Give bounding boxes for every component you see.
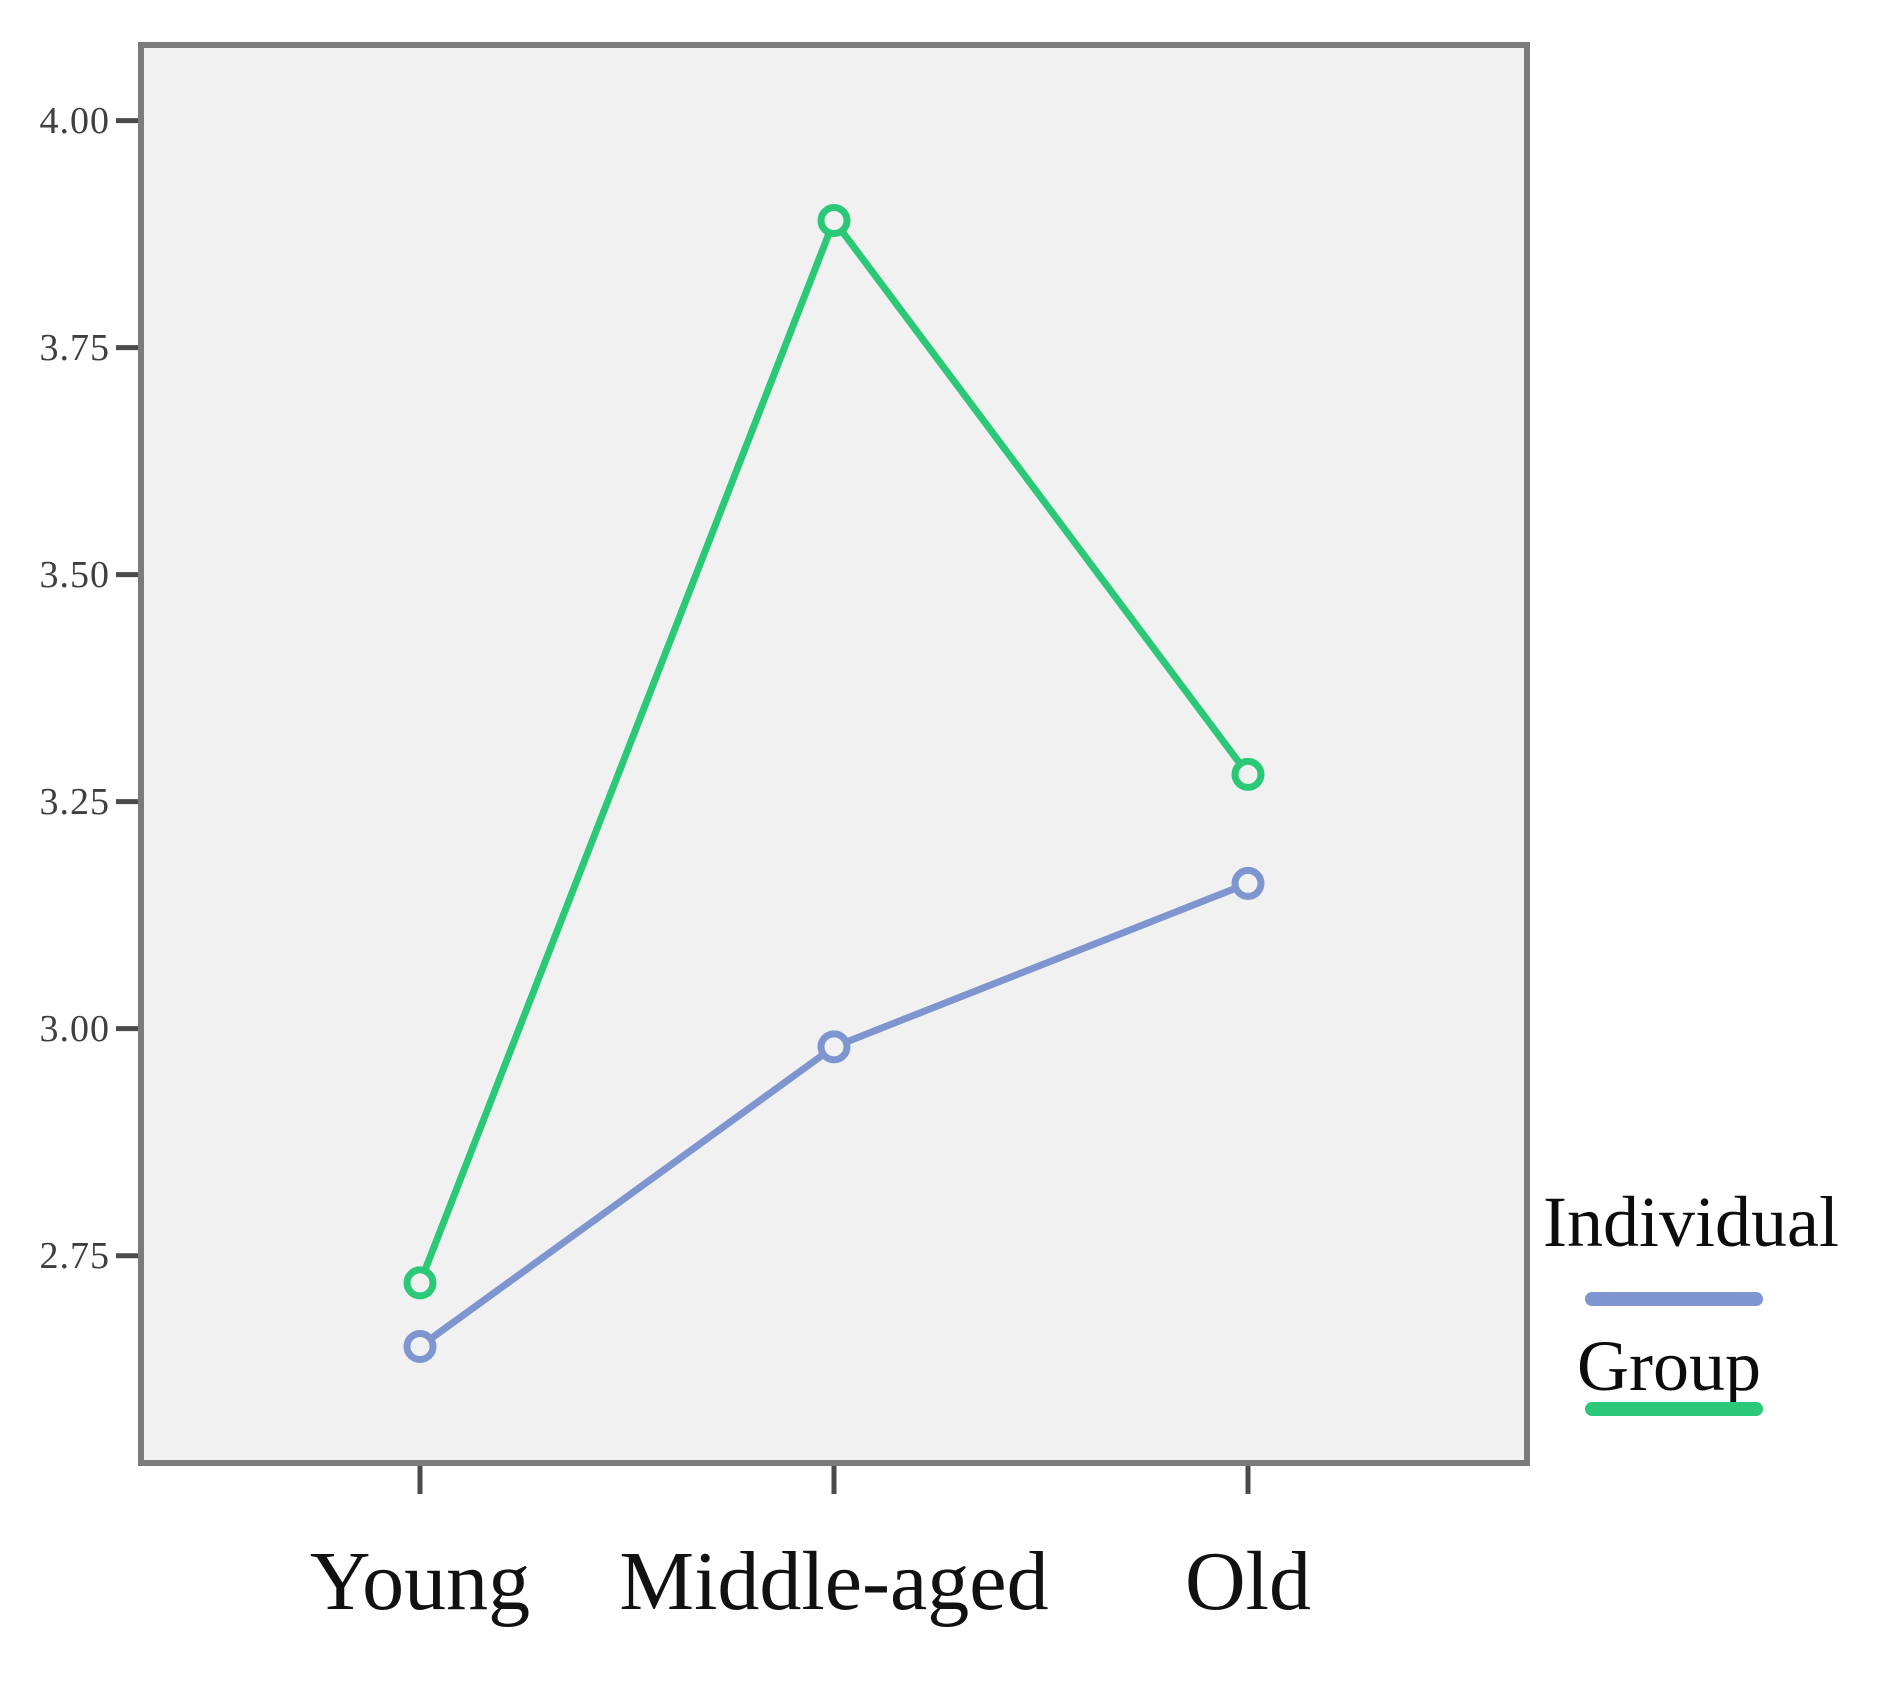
legend-label-individual: Individual — [1543, 1182, 1839, 1262]
marker-group-old — [1231, 757, 1265, 791]
plot-area — [138, 42, 1530, 1466]
legend-label-group: Group — [1577, 1326, 1761, 1406]
x-category-label-young: Young — [309, 1535, 531, 1628]
legend-swatch-individual-line — [1585, 1292, 1763, 1306]
y-tick-label: 3.50 — [39, 553, 110, 596]
y-tick-label: 3.25 — [39, 780, 110, 823]
series-line-group — [416, 217, 1252, 1287]
y-tick-label: 3.75 — [39, 326, 110, 369]
legend-swatch-group-line — [1585, 1402, 1763, 1416]
marker-group-young — [403, 1266, 437, 1300]
marker-group-middle-aged — [817, 204, 851, 238]
x-category-label-middle-aged: Middle-aged — [619, 1535, 1049, 1628]
marker-individual-old — [1231, 866, 1265, 900]
marker-individual-young — [403, 1329, 437, 1363]
y-tick-label: 4.00 — [39, 99, 110, 142]
y-tick-label: 2.75 — [39, 1234, 110, 1277]
y-tick-label: 3.00 — [39, 1007, 110, 1050]
marker-individual-middle-aged — [817, 1030, 851, 1064]
x-category-label-old: Old — [1185, 1535, 1311, 1628]
series-line-individual — [416, 879, 1252, 1350]
